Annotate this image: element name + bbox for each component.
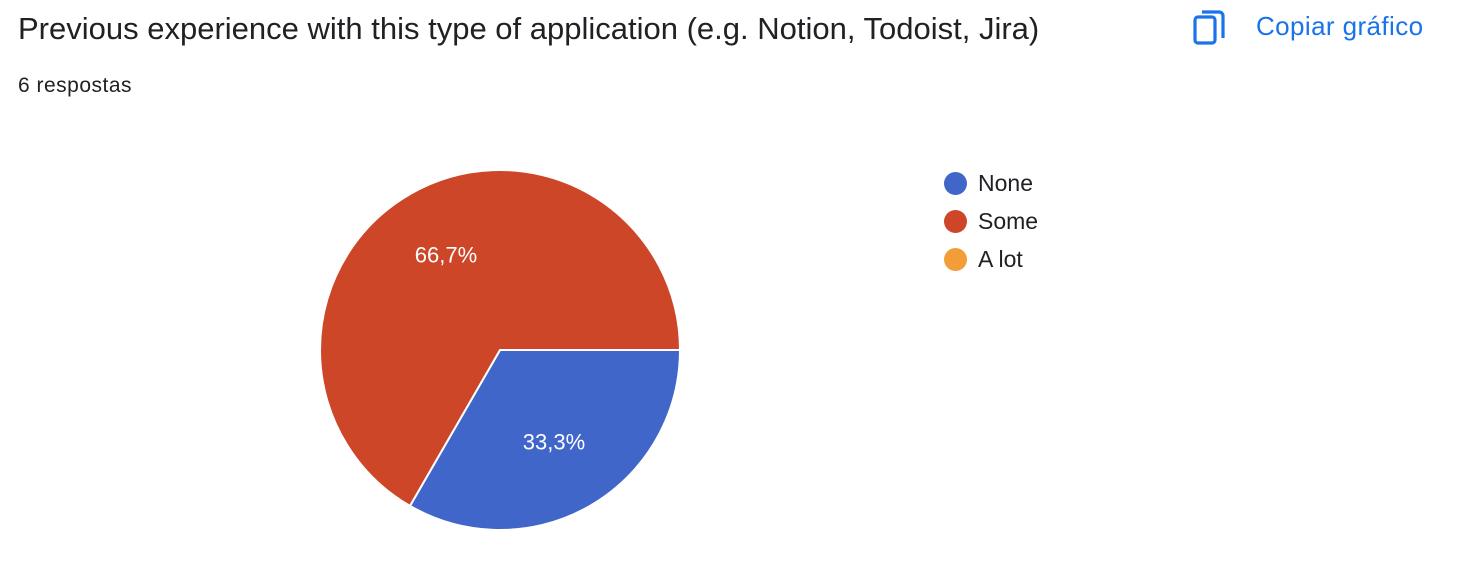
legend-item-some[interactable]: Some bbox=[944, 202, 1038, 240]
legend-item-a-lot[interactable]: A lot bbox=[944, 240, 1038, 278]
legend-swatch-none bbox=[944, 171, 967, 195]
pie-labels: 33,3% 66,7% bbox=[415, 242, 585, 454]
copy-chart-button[interactable]: Copiar gráfico bbox=[1190, 4, 1423, 48]
copy-icon bbox=[1193, 10, 1225, 45]
legend-label-none: None bbox=[978, 169, 1033, 196]
legend-swatch-a-lot bbox=[944, 247, 967, 271]
chart-legend: None Some A lot bbox=[944, 164, 1038, 278]
pie-slice-some[interactable] bbox=[319, 169, 682, 508]
legend-label-some: Some bbox=[978, 207, 1039, 234]
legend-label-a-lot: A lot bbox=[978, 245, 1023, 272]
legend-item-none[interactable]: None bbox=[944, 164, 1038, 202]
pie-slice-label-some: 66,7% bbox=[415, 242, 477, 267]
pie-slices bbox=[319, 169, 682, 531]
pie-slice-none[interactable] bbox=[408, 349, 682, 531]
pie-slice-label-none: 33,3% bbox=[523, 429, 585, 454]
copy-chart-label: Copiar gráfico bbox=[1256, 10, 1424, 41]
legend-swatch-some bbox=[944, 209, 967, 233]
pie-chart: 33,3% 66,7% bbox=[319, 169, 682, 531]
response-count: 6 respostas bbox=[18, 74, 133, 97]
chart-title: Previous experience with this type of ap… bbox=[18, 11, 1040, 46]
